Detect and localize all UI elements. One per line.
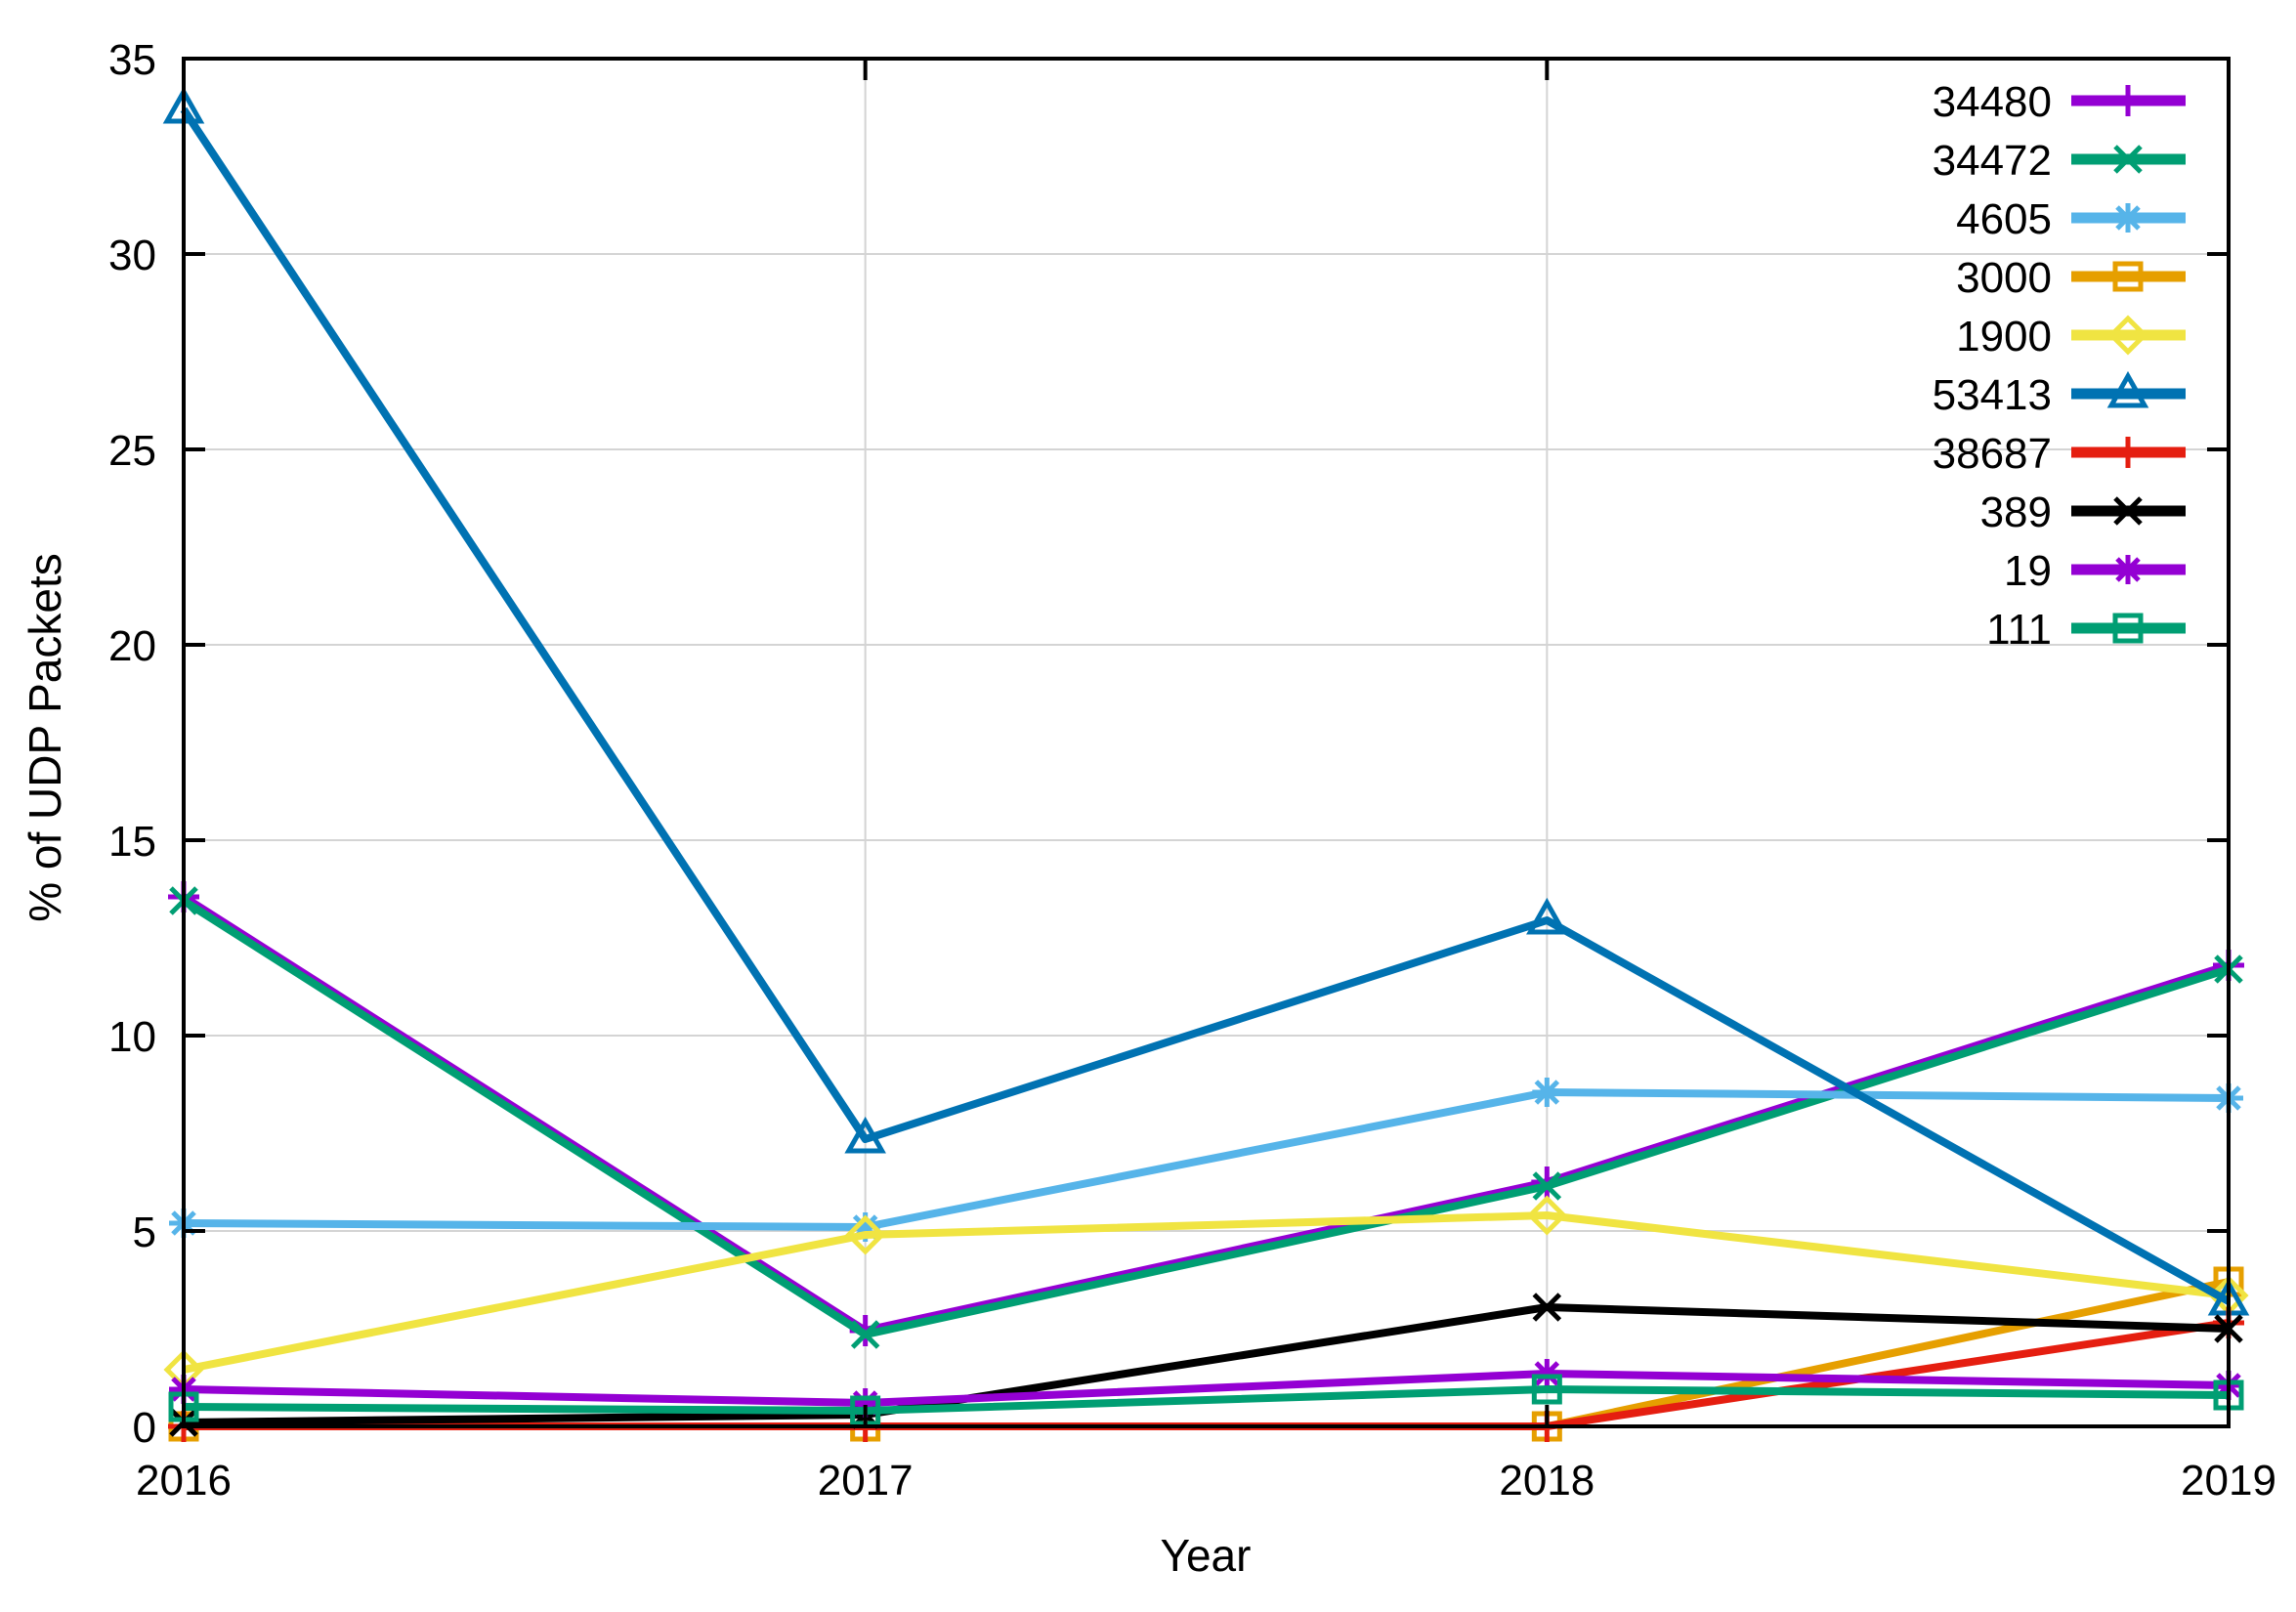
axes	[182, 57, 2231, 1428]
legend-item-34472: 34472	[1933, 137, 2186, 185]
cross-marker-icon	[850, 1320, 880, 1349]
legend-label: 34472	[1933, 137, 2052, 185]
legend-label: 19	[2004, 547, 2052, 595]
asterisk-marker-icon	[2113, 203, 2143, 233]
series-53413	[162, 86, 2250, 1316]
series-34472	[169, 886, 2243, 1349]
diamond-open-marker-icon	[1526, 1195, 1567, 1236]
legend-label: 53413	[1933, 371, 2052, 419]
series-line	[183, 1088, 2230, 1231]
series-34480	[168, 881, 2244, 1346]
legend: 34480 34472 4605 3000 1900 53413 38687 389 19 111	[1933, 78, 2186, 654]
plot-border	[182, 57, 2231, 1428]
cross-marker-icon	[2113, 496, 2143, 526]
series-line	[181, 897, 2231, 1338]
triangle-open-marker-icon	[1526, 897, 1568, 935]
legend-item-19: 19	[2004, 547, 2186, 595]
series-1900	[163, 1195, 2249, 1390]
asterisk-marker-icon	[850, 1212, 880, 1242]
x-tick-label: 2016	[136, 1457, 232, 1505]
y-tick-label: 15	[108, 818, 156, 866]
series-3000	[168, 1266, 2244, 1442]
y-tick-label: 30	[108, 232, 156, 279]
triangle-open-marker-icon	[844, 1116, 886, 1154]
y-tick-label: 35	[108, 36, 156, 84]
legend-label: 3000	[1956, 254, 2052, 302]
diamond-open-marker-icon	[845, 1214, 886, 1255]
cross-marker-icon	[1532, 1293, 1562, 1322]
legend-item-3000: 3000	[1956, 254, 2186, 302]
diamond-open-marker-icon	[2107, 315, 2148, 356]
series-line	[183, 1370, 2230, 1407]
triangle-open-marker-icon	[2106, 370, 2149, 408]
cross-marker-icon	[1532, 1171, 1562, 1201]
series-line	[183, 1303, 2230, 1426]
legend-item-38687: 38687	[1933, 430, 2186, 478]
series-4605	[169, 1078, 2243, 1242]
legend-item-389: 389	[1980, 488, 2186, 536]
square-open-marker-icon	[2112, 613, 2144, 644]
legend-item-53413: 53413	[1933, 370, 2186, 419]
cross-marker-icon	[2113, 145, 2143, 174]
y-tick-label: 5	[133, 1209, 156, 1256]
legend-item-34480: 34480	[1933, 78, 2186, 126]
x-axis-label: Year	[1161, 1530, 1252, 1581]
asterisk-marker-icon	[2113, 555, 2143, 584]
y-axis-label: % of UDP Packets	[20, 553, 70, 922]
y-tick-label: 0	[133, 1404, 156, 1452]
x-tick-label: 2019	[2181, 1457, 2276, 1505]
plus-marker-icon	[2112, 85, 2144, 116]
legend-label: 4605	[1956, 195, 2052, 243]
plus-marker-icon	[2112, 437, 2144, 468]
legend-label: 1900	[1956, 313, 2052, 361]
series-line	[180, 106, 2231, 1305]
legend-item-1900: 1900	[1956, 313, 2186, 361]
y-tick-label: 25	[108, 427, 156, 475]
y-tick-label: 10	[108, 1013, 156, 1061]
x-tick-label: 2017	[818, 1457, 914, 1505]
legend-label: 38687	[1933, 430, 2052, 478]
asterisk-marker-icon	[1532, 1078, 1562, 1107]
series-line	[181, 893, 2231, 1335]
legend-label: 389	[1980, 488, 2052, 536]
legend-label: 111	[1986, 606, 2052, 654]
legend-label: 34480	[1933, 78, 2052, 126]
asterisk-marker-icon	[850, 1388, 880, 1418]
tick-labels: 0 5 10 15 20 25 30 35 2016 2017 2018 2019	[108, 36, 2276, 1505]
legend-item-4605: 4605	[1956, 195, 2186, 243]
series-line	[183, 1385, 2230, 1415]
square-open-marker-icon	[2112, 261, 2144, 292]
series-line	[183, 1211, 2230, 1374]
y-tick-label: 20	[108, 622, 156, 670]
square-open-marker-icon	[1531, 1374, 1562, 1405]
legend-item-111: 111	[1986, 606, 2186, 654]
asterisk-marker-icon	[1532, 1359, 1562, 1388]
x-tick-label: 2018	[1499, 1457, 1594, 1505]
series-389	[169, 1293, 2243, 1437]
